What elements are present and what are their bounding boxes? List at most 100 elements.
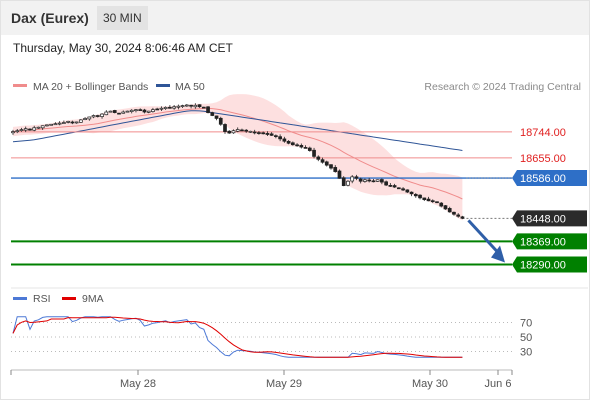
x-tick-label: May 30 xyxy=(412,378,448,390)
level-tag-4 xyxy=(512,233,587,250)
candle xyxy=(312,147,316,159)
candle xyxy=(206,106,210,114)
candle xyxy=(117,112,121,115)
candle xyxy=(447,206,452,213)
x-tick-label: May 28 xyxy=(120,378,156,390)
candle xyxy=(180,104,185,109)
level-label-5: 18290.00 xyxy=(520,259,566,271)
candle xyxy=(129,109,134,114)
ma50-line xyxy=(12,110,463,151)
candle xyxy=(159,106,164,111)
candle xyxy=(299,143,304,149)
candle xyxy=(409,191,414,197)
candle xyxy=(62,120,66,124)
legend-9ma: 9MA xyxy=(82,293,104,305)
candle xyxy=(23,126,28,133)
credit-text: Research © 2024 Trading Central xyxy=(424,81,581,93)
level-label-3: 18448.00 xyxy=(520,213,566,225)
candle xyxy=(456,213,461,218)
candle xyxy=(176,104,181,110)
candle xyxy=(265,131,270,136)
candle xyxy=(443,204,448,210)
candle xyxy=(358,177,363,184)
candle xyxy=(354,174,359,181)
candle xyxy=(282,136,287,143)
candle xyxy=(172,105,176,110)
forecast-arrow xyxy=(467,219,500,254)
legend-swatch-ma20 xyxy=(13,84,27,87)
candle xyxy=(439,202,444,208)
candle xyxy=(278,134,282,142)
level-label-4: 18369.00 xyxy=(520,236,566,248)
candle xyxy=(121,110,126,114)
candle xyxy=(274,134,278,139)
candle xyxy=(324,160,329,167)
candle xyxy=(36,126,41,129)
candle xyxy=(74,121,79,124)
x-tick-label: May 29 xyxy=(266,378,302,390)
candle xyxy=(252,129,257,135)
timeframe-button[interactable]: 30 MIN xyxy=(97,6,148,30)
candle xyxy=(244,129,249,133)
candle xyxy=(53,122,58,126)
candle xyxy=(257,130,261,135)
candle xyxy=(57,121,62,126)
legend-swatch-9ma xyxy=(62,297,76,300)
candle xyxy=(218,116,223,126)
candle xyxy=(396,187,401,190)
candle xyxy=(95,114,100,118)
candle xyxy=(214,115,219,121)
rsi-line xyxy=(12,316,463,358)
rsi-level-label: 30 xyxy=(520,347,532,359)
candle xyxy=(138,108,143,111)
candle xyxy=(197,104,202,108)
candle xyxy=(248,130,253,133)
candle xyxy=(19,127,24,132)
legend-swatch-ma50 xyxy=(156,84,170,87)
candle xyxy=(346,180,350,187)
candle xyxy=(231,129,236,134)
rsi-ma-line xyxy=(12,316,463,358)
x-tick-label: Jun 6 xyxy=(485,378,512,390)
candle xyxy=(78,119,83,123)
candle xyxy=(193,103,198,109)
candle xyxy=(15,128,20,134)
candle xyxy=(388,183,393,188)
legend-swatch-rsi xyxy=(13,297,27,300)
candle xyxy=(350,175,355,184)
level-tag-2 xyxy=(512,170,587,187)
candle xyxy=(405,189,410,194)
candle xyxy=(49,123,54,126)
level-tag-3 xyxy=(512,210,587,227)
level-label-2: 18586.00 xyxy=(520,173,566,185)
candle xyxy=(155,107,160,111)
candle xyxy=(108,110,113,113)
candle xyxy=(112,109,117,114)
candle xyxy=(341,176,346,187)
candle xyxy=(430,199,435,203)
candle xyxy=(384,180,388,187)
candle xyxy=(184,103,189,107)
candle xyxy=(91,114,96,119)
candle xyxy=(392,183,397,188)
date-time: Thursday, May 30, 2024 8:06:46 AM CET xyxy=(13,41,233,55)
candle xyxy=(418,194,422,200)
candle xyxy=(134,109,138,113)
candle xyxy=(295,143,299,147)
legend-rsi: RSI xyxy=(33,293,51,305)
instrument-title: Dax (Eurex) xyxy=(11,10,89,26)
rsi-level-label: 50 xyxy=(520,332,532,344)
level-label-1: 18655.00 xyxy=(520,153,566,165)
candle xyxy=(290,141,295,146)
candle xyxy=(303,145,308,149)
candle xyxy=(363,178,367,183)
candle xyxy=(435,201,439,204)
candle xyxy=(32,125,37,132)
candle xyxy=(168,105,172,109)
candle xyxy=(337,169,342,179)
candle xyxy=(235,127,240,133)
candle xyxy=(307,146,312,152)
candle xyxy=(142,108,147,114)
candle xyxy=(70,120,75,125)
